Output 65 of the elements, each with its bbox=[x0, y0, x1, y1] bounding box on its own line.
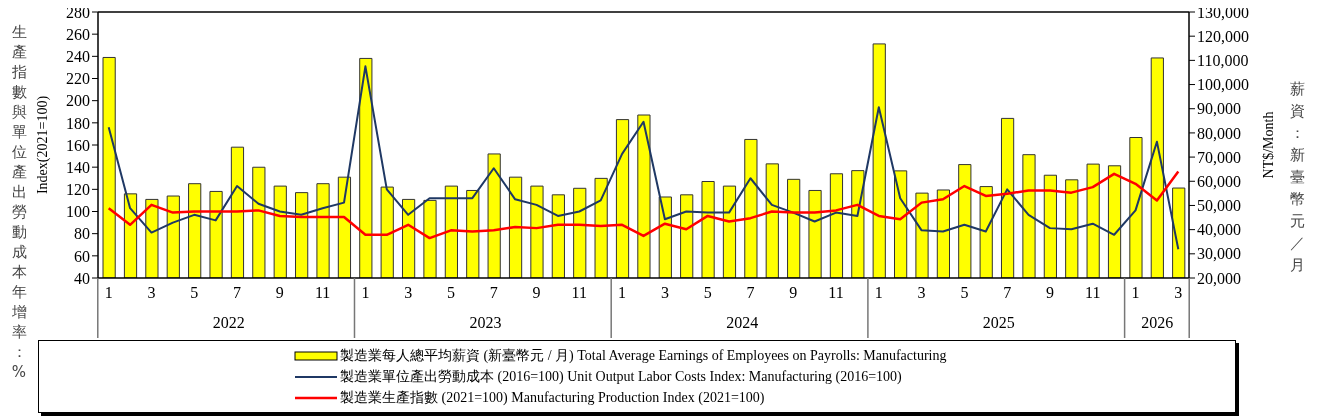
y-axis-title: Index(2021=100) bbox=[34, 95, 51, 195]
y2-tick-label: 70,000 bbox=[1197, 148, 1241, 166]
x-tick-label: 1 bbox=[361, 284, 370, 301]
x-tick-label: 3 bbox=[147, 284, 156, 301]
x-tick-label: 3 bbox=[404, 284, 413, 301]
line-series bbox=[107, 65, 1180, 251]
x-tick-label: 11 bbox=[1085, 284, 1101, 301]
y-tick-label: 140 bbox=[66, 158, 90, 176]
line-series bbox=[107, 170, 1180, 240]
text: 2024 bbox=[726, 314, 759, 331]
y2-tick-label: 110,000 bbox=[1197, 52, 1249, 70]
y2-axis-title: NT$/Month bbox=[1260, 111, 1276, 179]
x-tick-label: 1 bbox=[618, 284, 627, 301]
y2-tick-label: 130,000 bbox=[1197, 3, 1249, 21]
text: 生產指數與單位產出勞動成本年增率：% bbox=[11, 23, 27, 381]
y-tick-label: 100 bbox=[66, 203, 90, 221]
y2-tick-label: 30,000 bbox=[1197, 245, 1241, 263]
x-tick-label: 3 bbox=[1174, 284, 1183, 301]
text: 2023 bbox=[469, 314, 502, 331]
y2-tick-label: 100,000 bbox=[1197, 76, 1249, 94]
y-tick-label: 200 bbox=[66, 92, 90, 110]
y2-tick-label: 20,000 bbox=[1197, 269, 1241, 287]
y-tick-label: 60 bbox=[74, 247, 90, 265]
x-tick-label: 9 bbox=[275, 284, 284, 301]
y2-tick-label: 80,000 bbox=[1197, 124, 1241, 142]
x-tick-label: 1 bbox=[104, 284, 113, 301]
text: 薪資：新臺幣元／月 bbox=[1289, 80, 1305, 274]
x-tick-label: 1 bbox=[874, 284, 883, 301]
x-tick-label: 11 bbox=[571, 284, 588, 301]
x-tick-label: 7 bbox=[233, 284, 242, 301]
x-tick-label: 11 bbox=[828, 284, 844, 301]
x-tick-label: 5 bbox=[703, 284, 712, 301]
text: 2026 bbox=[1141, 314, 1174, 331]
x-tick-label: 9 bbox=[1045, 284, 1054, 301]
x-tick-label: 9 bbox=[789, 284, 798, 301]
y2-tick-label: 120,000 bbox=[1197, 27, 1249, 45]
x-tick-label: 5 bbox=[190, 284, 199, 301]
y-tick-label: 160 bbox=[66, 136, 90, 154]
legend-label: 製造業生產指數 (2021=100) Manufacturing Production Index (2021=100) bbox=[340, 388, 765, 407]
x-tick-label: 11 bbox=[314, 284, 331, 301]
y-tick-label: 260 bbox=[66, 25, 90, 43]
x-tick-label: 3 bbox=[917, 284, 926, 301]
y-tick-label: 220 bbox=[66, 70, 90, 88]
y2-tick-label: 60,000 bbox=[1197, 172, 1241, 190]
y-tick-label: 280 bbox=[66, 3, 90, 21]
y-tick-label: 40 bbox=[74, 269, 90, 287]
text: 2025 bbox=[982, 314, 1015, 331]
x-tick-label: 9 bbox=[532, 284, 541, 301]
text: 2022 bbox=[212, 314, 245, 331]
x-tick-label: 3 bbox=[660, 284, 669, 301]
x-tick-label: 7 bbox=[489, 284, 498, 301]
y-tick-label: 80 bbox=[74, 225, 90, 243]
x-tick-label: 7 bbox=[1003, 284, 1012, 301]
x-tick-label: 7 bbox=[746, 284, 755, 301]
y2-tick-label: 90,000 bbox=[1197, 100, 1241, 118]
x-tick-label: 5 bbox=[960, 284, 969, 301]
x-tick-label: 5 bbox=[446, 284, 455, 301]
y-tick-label: 240 bbox=[66, 48, 90, 66]
y-tick-label: 180 bbox=[66, 114, 90, 132]
y-tick-label: 120 bbox=[66, 181, 90, 199]
x-tick-label: 1 bbox=[1131, 284, 1140, 301]
y2-tick-label: 50,000 bbox=[1197, 197, 1241, 215]
y2-tick-label: 40,000 bbox=[1197, 221, 1241, 239]
legend-label: 製造業單位產出勞動成本 (2016=100) Unit Output Labor Costs Index: Manufacturing (2016=100) bbox=[340, 367, 902, 386]
legend-label: 製造業每人總平均薪資 (新臺幣元 / 月) Total Average Earnings of Employees on Payrolls: Manufacturing bbox=[340, 346, 947, 365]
